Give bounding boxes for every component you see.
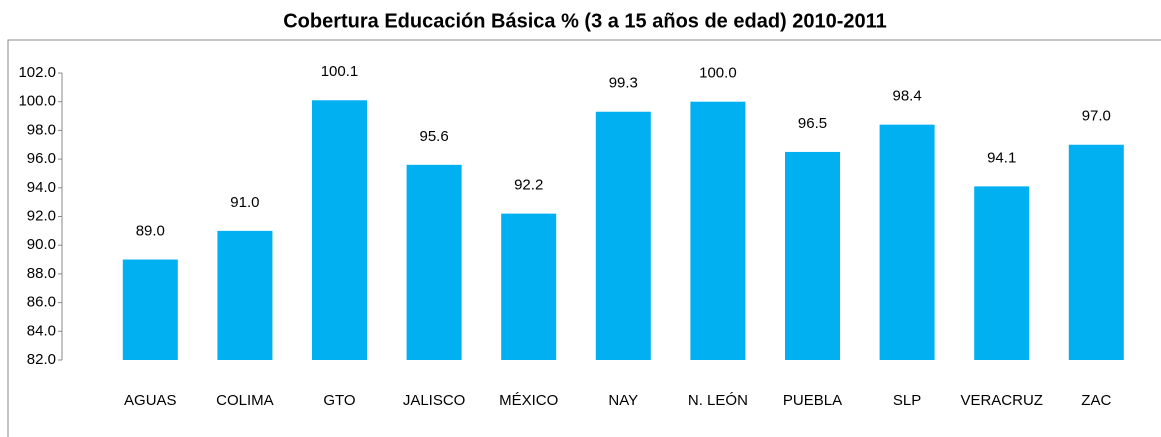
y-tick-label: 96.0 [27, 150, 56, 167]
x-tick-label: MÉXICO [499, 392, 558, 409]
data-label: 100.1 [321, 63, 359, 80]
bar [974, 186, 1030, 360]
data-label: 99.3 [609, 75, 638, 92]
chart-border [7, 39, 1161, 437]
y-tick-label: 98.0 [27, 121, 56, 138]
bar [785, 151, 840, 360]
data-label: 92.2 [514, 177, 543, 194]
x-tick-label: NAY [608, 392, 638, 409]
x-tick-label: JALISCO [403, 392, 466, 409]
bar [595, 111, 651, 361]
y-tick-label: 84.0 [27, 322, 56, 339]
bar [217, 230, 273, 360]
x-tick-label: PUEBLA [783, 392, 842, 409]
y-tick-label: 92.0 [27, 207, 56, 224]
bar [1068, 144, 1124, 360]
y-tick-label: 90.0 [27, 236, 56, 253]
bar [690, 101, 746, 360]
data-label: 94.1 [987, 149, 1016, 166]
bar [406, 164, 462, 360]
data-label: 89.0 [136, 223, 165, 240]
y-tick-label: 94.0 [27, 179, 56, 196]
y-tick-label: 100.0 [18, 93, 56, 110]
data-label: 97.0 [1082, 108, 1111, 125]
x-tick-label: COLIMA [216, 392, 274, 409]
y-tick-label: 88.0 [27, 265, 56, 282]
data-label: 96.5 [798, 115, 827, 132]
x-tick-label: GTO [323, 392, 355, 409]
x-tick-label: SLP [893, 392, 921, 409]
x-tick-label: N. LEÓN [688, 392, 748, 409]
data-label: 95.6 [419, 128, 448, 145]
chart-title: Cobertura Educación Básica % (3 a 15 año… [283, 10, 887, 32]
bar [312, 100, 367, 360]
data-label: 91.0 [230, 194, 259, 211]
x-tick-label: VERACRUZ [960, 392, 1043, 409]
x-tick-label: ZAC [1081, 392, 1111, 409]
x-tick-label: AGUAS [124, 392, 177, 409]
bar [501, 213, 557, 360]
y-tick-label: 102.0 [18, 64, 56, 81]
y-tick-label: 86.0 [27, 294, 56, 311]
bar [122, 259, 178, 360]
bar [879, 124, 935, 360]
y-tick-label: 82.0 [27, 351, 56, 368]
data-label: 98.4 [892, 88, 921, 105]
data-label: 100.0 [699, 65, 737, 82]
